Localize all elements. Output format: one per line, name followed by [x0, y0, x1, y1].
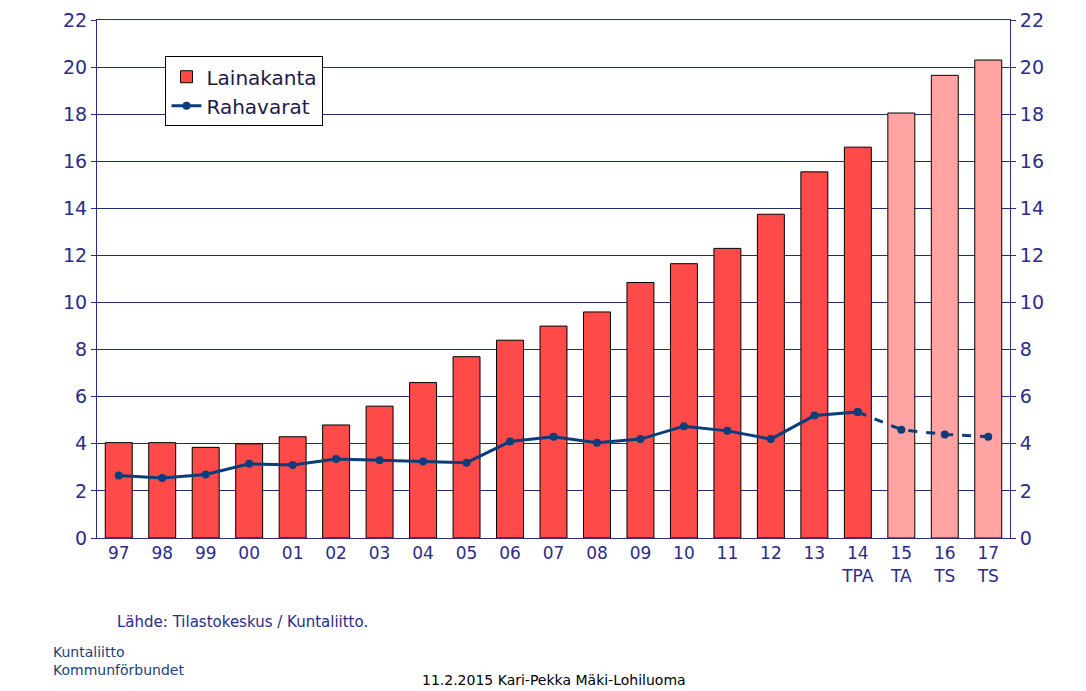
- svg-text:Rahavarat: Rahavarat: [206, 95, 309, 119]
- svg-text:10: 10: [673, 543, 695, 563]
- svg-text:16: 16: [63, 150, 87, 172]
- svg-text:13: 13: [804, 543, 826, 563]
- svg-text:09: 09: [630, 543, 652, 563]
- svg-text:Lähde: Tilastokeskus / Kuntali: Lähde: Tilastokeskus / Kuntaliitto.: [117, 613, 368, 631]
- svg-text:10: 10: [1020, 291, 1044, 313]
- svg-text:08: 08: [586, 543, 608, 563]
- svg-text:11: 11: [717, 543, 739, 563]
- svg-text:97: 97: [108, 543, 130, 563]
- svg-text:Lainakanta: Lainakanta: [206, 66, 316, 90]
- svg-text:20: 20: [63, 56, 87, 78]
- svg-text:02: 02: [325, 543, 347, 563]
- svg-text:12: 12: [760, 543, 782, 563]
- svg-text:01: 01: [282, 543, 304, 563]
- svg-text:14: 14: [1020, 197, 1044, 219]
- svg-text:17TS: 17TS: [977, 543, 999, 585]
- svg-text:14TPA: 14TPA: [841, 543, 874, 585]
- svg-text:2: 2: [1020, 480, 1032, 502]
- svg-text:8: 8: [1020, 338, 1032, 360]
- svg-text:03: 03: [369, 543, 391, 563]
- svg-text:10: 10: [63, 291, 87, 313]
- svg-text:0: 0: [75, 527, 87, 549]
- svg-text:22: 22: [63, 9, 87, 31]
- svg-text:05: 05: [456, 543, 478, 563]
- svg-text:99: 99: [195, 543, 217, 563]
- svg-text:12: 12: [1020, 244, 1044, 266]
- svg-text:KuntaliittoKommunförbundet: KuntaliittoKommunförbundet: [53, 644, 184, 678]
- svg-text:16: 16: [1020, 150, 1044, 172]
- svg-text:6: 6: [75, 385, 87, 407]
- svg-text:15TA: 15TA: [890, 543, 912, 585]
- svg-text:4: 4: [75, 432, 87, 454]
- svg-text:6: 6: [1020, 385, 1032, 407]
- svg-text:18: 18: [63, 103, 87, 125]
- svg-text:16TS: 16TS: [933, 543, 955, 585]
- svg-text:0: 0: [1020, 527, 1032, 549]
- svg-text:12: 12: [63, 244, 87, 266]
- svg-text:22: 22: [1020, 9, 1044, 31]
- svg-text:4: 4: [1020, 432, 1032, 454]
- svg-text:11.2.2015 Kari-Pekka Mäki-Lohi: 11.2.2015 Kari-Pekka Mäki-Lohiluoma: [422, 672, 686, 688]
- svg-text:2: 2: [75, 480, 87, 502]
- svg-text:8: 8: [75, 338, 87, 360]
- svg-text:98: 98: [151, 543, 173, 563]
- svg-text:00: 00: [238, 543, 260, 563]
- svg-text:04: 04: [412, 543, 434, 563]
- svg-text:14: 14: [63, 197, 87, 219]
- svg-text:20: 20: [1020, 56, 1044, 78]
- svg-text:06: 06: [499, 543, 521, 563]
- svg-text:07: 07: [543, 543, 565, 563]
- svg-text:18: 18: [1020, 103, 1044, 125]
